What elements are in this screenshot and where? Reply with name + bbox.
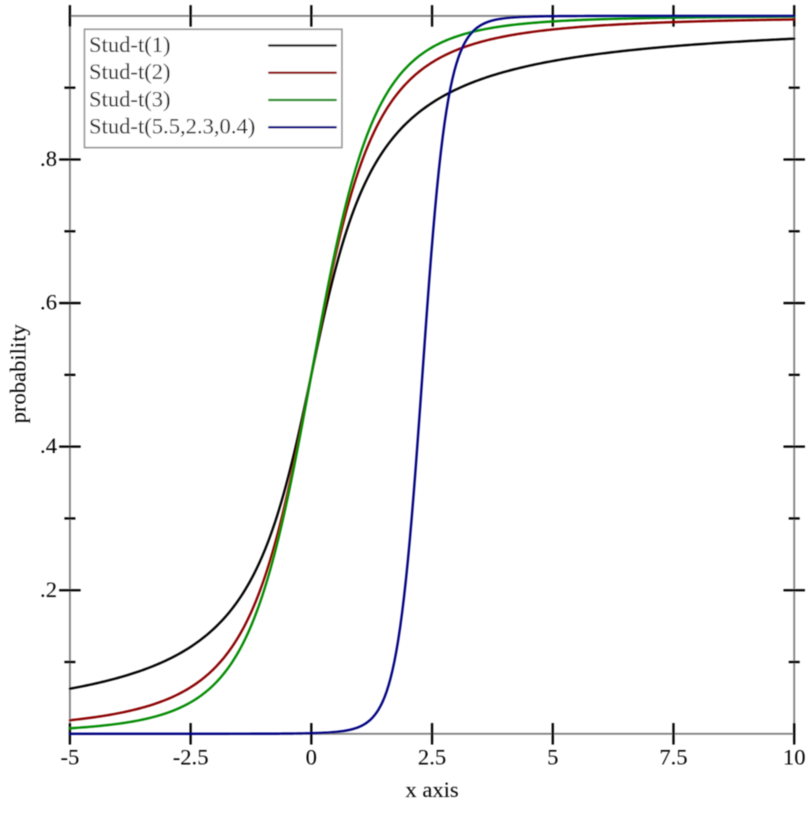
svg-text:probability: probability	[5, 324, 30, 424]
svg-text:-5: -5	[60, 745, 79, 770]
svg-text:0: 0	[306, 745, 317, 770]
svg-text:Stud-t(5.5,2.3,0.4): Stud-t(5.5,2.3,0.4)	[89, 114, 255, 139]
svg-text:.6: .6	[40, 290, 57, 315]
svg-text:.8: .8	[40, 146, 57, 171]
svg-text:2.5: 2.5	[418, 745, 446, 770]
svg-text:Stud-t(2): Stud-t(2)	[89, 59, 171, 84]
svg-text:10: 10	[783, 745, 806, 770]
svg-text:-2.5: -2.5	[173, 745, 209, 770]
svg-text:.4: .4	[40, 433, 57, 458]
svg-text:.2: .2	[40, 577, 57, 602]
svg-text:Stud-t(1): Stud-t(1)	[89, 32, 171, 57]
svg-text:x axis: x axis	[405, 777, 458, 802]
svg-text:7.5: 7.5	[659, 745, 687, 770]
svg-text:Stud-t(3): Stud-t(3)	[89, 86, 171, 111]
svg-text:5: 5	[547, 745, 558, 770]
